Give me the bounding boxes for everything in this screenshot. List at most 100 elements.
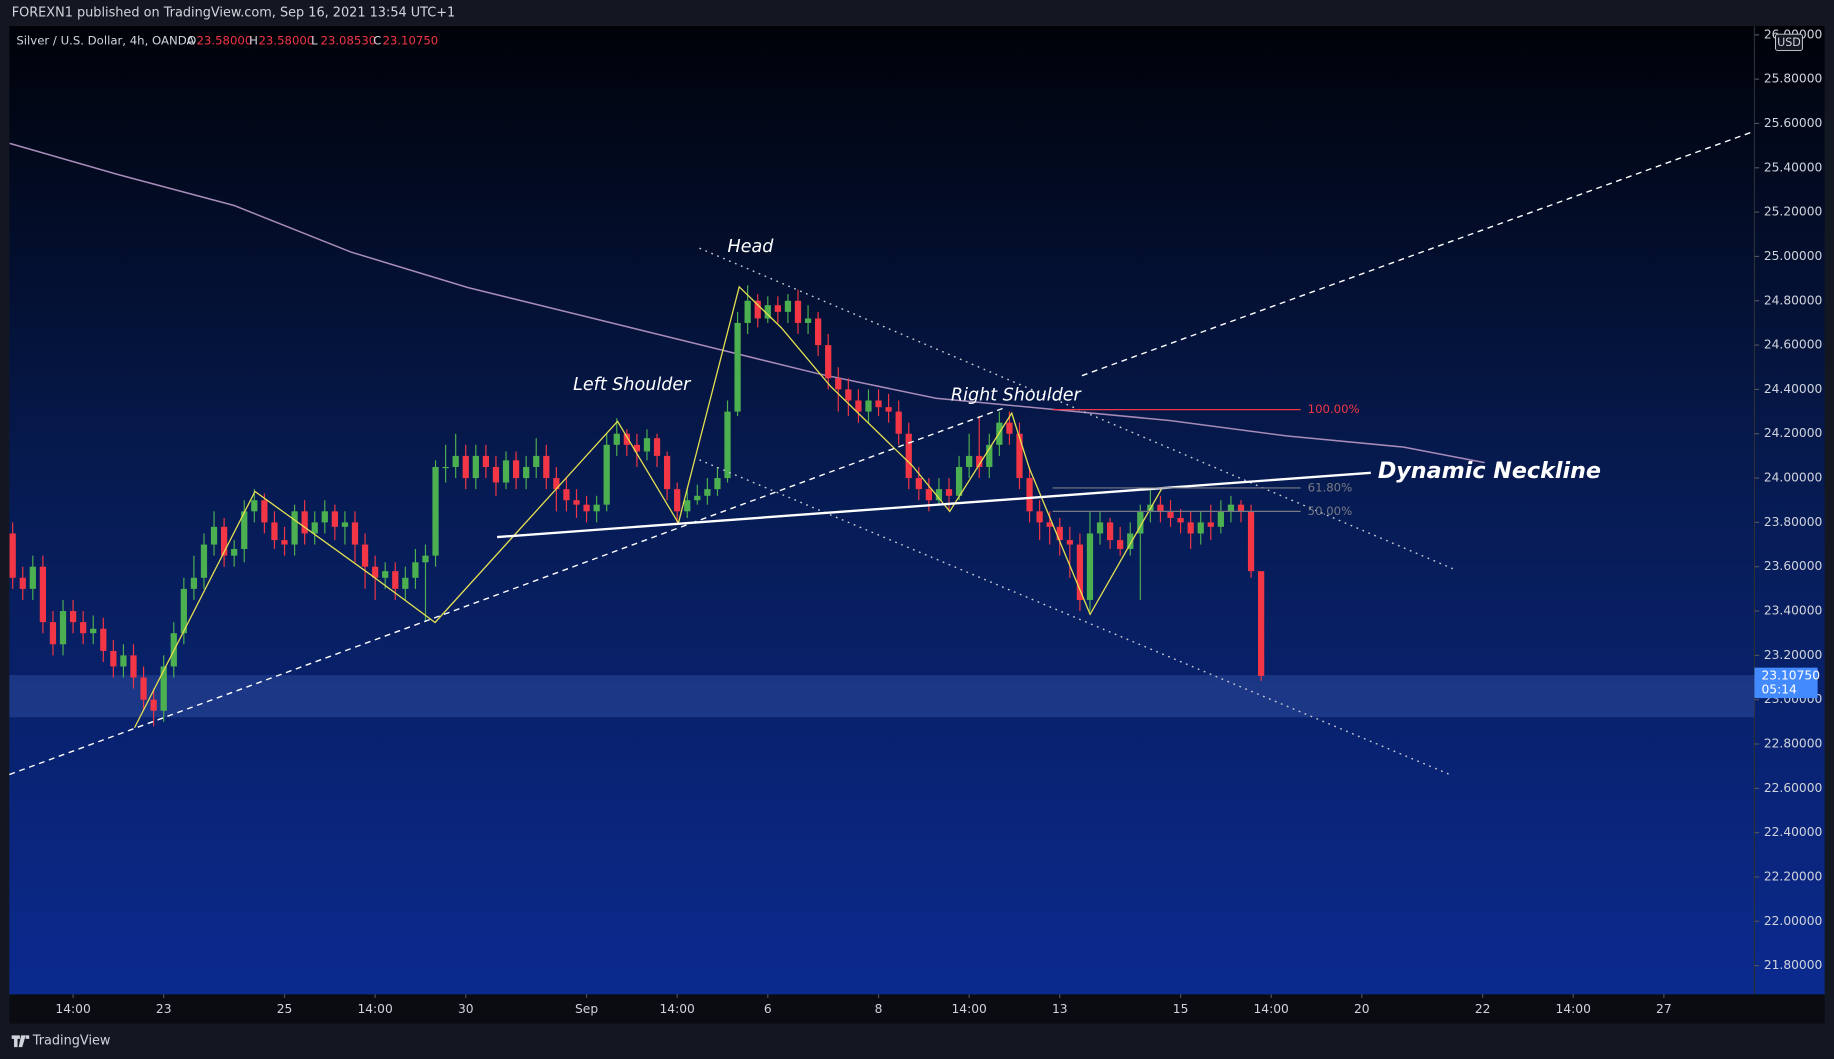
ohlc-value: 23.58000 <box>258 34 314 48</box>
y-tick-label: 25.80000 <box>1764 72 1823 86</box>
candle-body <box>724 411 731 479</box>
candle-body <box>402 577 409 589</box>
time-axis-background <box>9 994 1825 1024</box>
candle-body <box>321 511 328 523</box>
y-tick-label: 25.20000 <box>1764 205 1823 219</box>
candle-body <box>412 562 419 578</box>
candle-body <box>382 571 389 578</box>
y-tick-label: 24.40000 <box>1764 382 1823 396</box>
candle-body <box>925 489 932 501</box>
annotation: Dynamic Neckline <box>1378 458 1601 484</box>
plot <box>9 142 1485 727</box>
x-tick-label: 6 <box>764 1002 772 1016</box>
candle-body <box>976 455 983 467</box>
symbol: Silver / U.S. Dollar, 4h, OANDA <box>16 34 194 48</box>
candle-body <box>563 489 570 501</box>
x-tick-label: 14:00 <box>951 1002 986 1016</box>
footer: TradingView <box>11 1034 111 1049</box>
candle-body <box>442 466 449 469</box>
candle-body <box>110 650 117 667</box>
candle-body <box>815 318 822 346</box>
candle-body <box>1066 540 1073 545</box>
trend-line <box>9 406 1007 776</box>
x-tick-label: 14:00 <box>1556 1002 1591 1016</box>
candle-body <box>694 495 701 501</box>
candle-body <box>311 522 318 534</box>
candle-body <box>543 455 550 479</box>
candle-body <box>935 489 943 501</box>
x-tick-label: 8 <box>875 1002 883 1016</box>
candle-body <box>1258 571 1265 676</box>
trend-line <box>1081 131 1752 377</box>
candle-body <box>623 433 630 445</box>
ohlc-value: 23.08530 <box>320 34 376 48</box>
x-tick-label: 14:00 <box>55 1002 90 1016</box>
candle-body <box>674 489 681 512</box>
ohlc-key: H <box>249 34 258 48</box>
candle-body <box>492 466 500 483</box>
ohlc-legend: Silver / U.S. Dollar, 4h, OANDA O 23.5800… <box>16 34 438 48</box>
candle-body <box>432 466 439 556</box>
candle-body <box>281 540 288 545</box>
candle-body <box>9 533 16 578</box>
candle-body <box>452 455 459 467</box>
candle-body <box>241 511 248 549</box>
candle-body <box>1177 517 1184 523</box>
y-tick-label: 25.00000 <box>1764 249 1823 263</box>
fib-label: 61.80% <box>1308 480 1353 494</box>
candle-body <box>1046 522 1053 527</box>
candle-body <box>875 400 882 408</box>
candle-body <box>180 588 187 634</box>
candle-body <box>39 566 47 623</box>
candle-body <box>150 699 157 711</box>
candle-body <box>633 444 641 452</box>
candle-body <box>422 555 429 563</box>
candle-body <box>261 500 268 523</box>
x-tick-label: 30 <box>458 1002 474 1016</box>
ohlc-key: O <box>187 34 196 48</box>
logo <box>11 1035 30 1048</box>
x-tick-label: 14:00 <box>1254 1002 1289 1016</box>
annotation: Left Shoulder <box>573 375 692 395</box>
ohlc-value: 23.10750 <box>382 34 438 48</box>
candle-body <box>966 455 973 467</box>
candle-body <box>905 433 912 479</box>
x-tick-label: Sep <box>575 1002 598 1016</box>
neckline <box>497 471 1371 539</box>
candle-body <box>704 489 711 496</box>
candle-body <box>512 460 520 479</box>
candle-body <box>502 460 510 483</box>
candle-body <box>653 438 661 456</box>
x-tick-label: 15 <box>1173 1002 1189 1016</box>
annotation: Right Shoulder <box>951 386 1083 406</box>
candle-body <box>835 378 842 390</box>
y-tick-label: 25.40000 <box>1764 160 1823 174</box>
candle-body <box>220 526 228 556</box>
candle-body <box>90 628 97 634</box>
candle-body <box>603 444 610 505</box>
channel-upper <box>699 247 1453 570</box>
y-tick-label: 22.20000 <box>1764 869 1823 883</box>
currency-badge <box>1775 33 1803 51</box>
candle-body <box>1217 511 1224 527</box>
candle-body <box>49 622 57 645</box>
x-tick-label: 27 <box>1656 1002 1672 1016</box>
candle-body <box>855 400 862 412</box>
candle-body <box>1076 544 1084 600</box>
y-tick-label: 23.20000 <box>1764 648 1823 662</box>
candle-body <box>392 571 399 589</box>
y-tick-label: 24.80000 <box>1764 293 1823 307</box>
brand: TradingView <box>32 1034 111 1049</box>
candle-body <box>573 500 580 505</box>
candle-body <box>915 478 922 490</box>
candle-body <box>1127 533 1134 549</box>
candle-body <box>613 433 620 445</box>
candle-body <box>533 455 540 467</box>
candle-body <box>1137 511 1144 534</box>
candle-body <box>1187 522 1194 534</box>
plot-background <box>9 25 1825 995</box>
candle-body <box>372 566 379 578</box>
moving-average <box>9 142 1485 464</box>
currency: USD <box>1777 36 1801 49</box>
